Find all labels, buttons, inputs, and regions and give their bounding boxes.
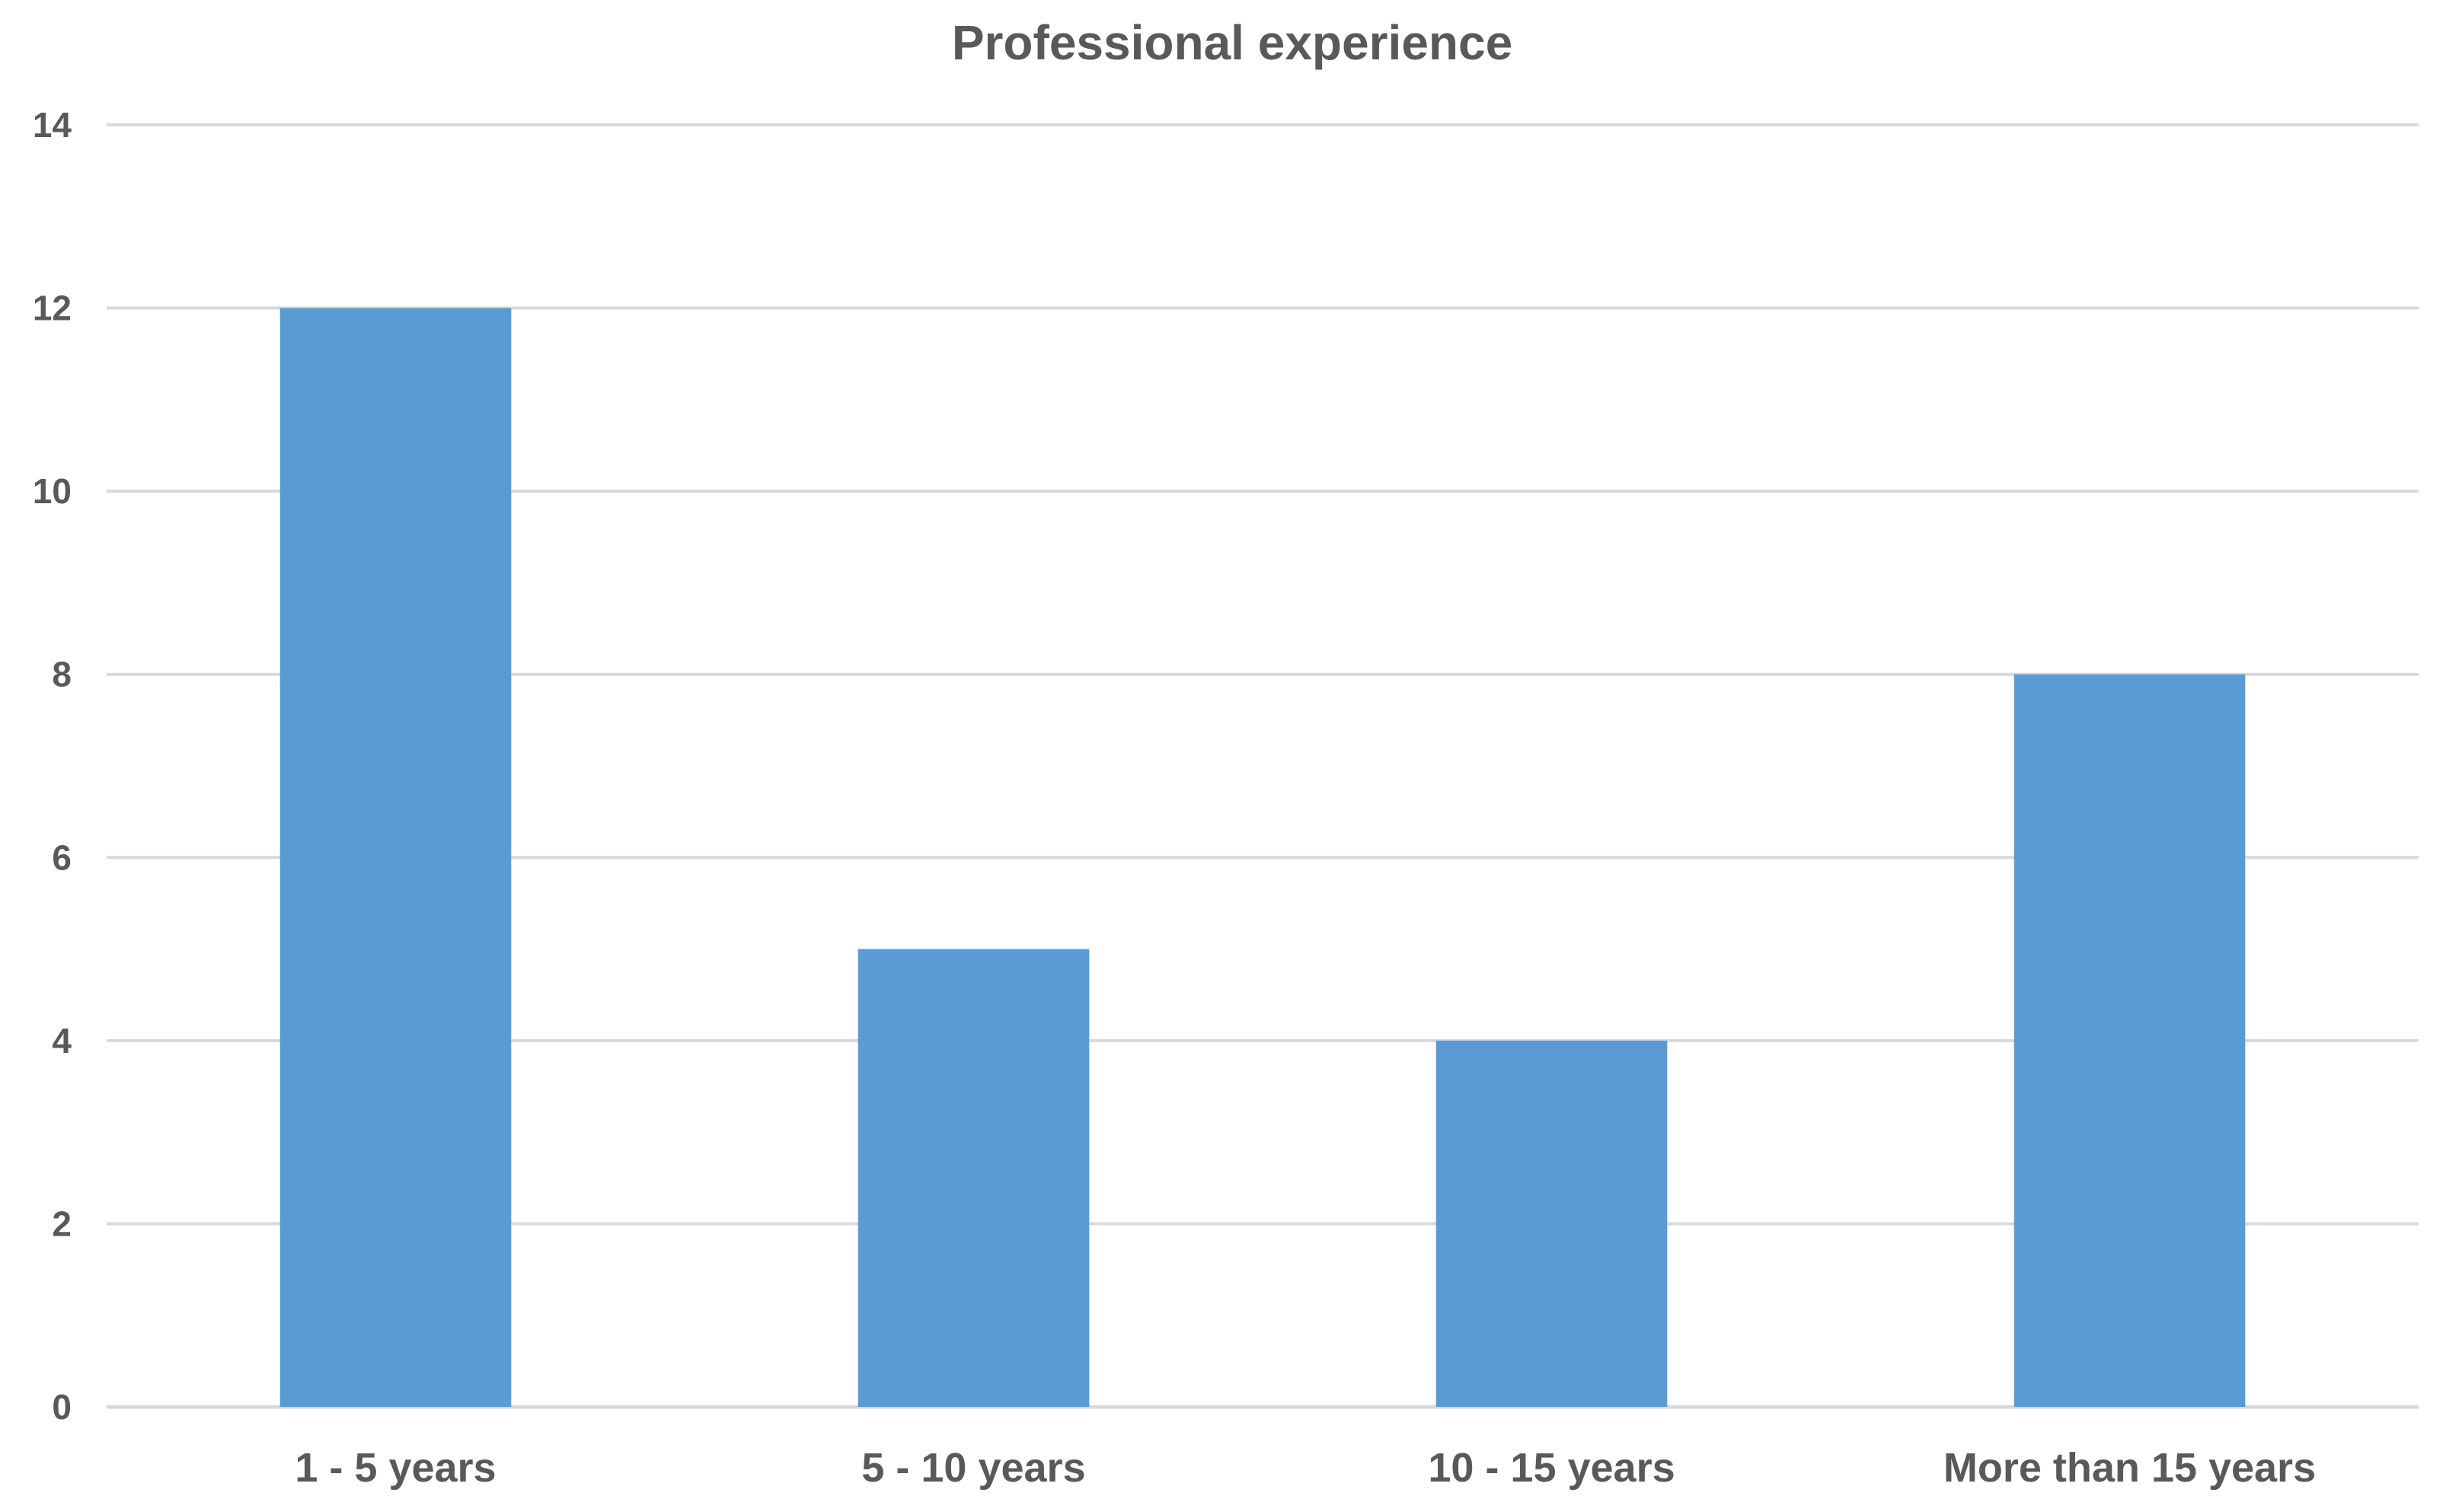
y-tick-label-0: 0: [52, 1387, 72, 1427]
x-category-label-10-15-years: 10 - 15 years: [1428, 1445, 1675, 1491]
x-axis-category-labels: 1 - 5 years 5 - 10 years 10 - 15 years More…: [295, 1445, 2316, 1491]
x-category-label-more-than-15-years: More than 15 years: [1943, 1445, 2316, 1491]
x-category-label-5-10-years: 5 - 10 years: [861, 1445, 1085, 1491]
y-tick-label-6: 6: [52, 837, 72, 877]
y-tick-label-8: 8: [52, 655, 72, 694]
y-tick-label-2: 2: [52, 1204, 72, 1243]
x-category-label-1-5-years: 1 - 5 years: [295, 1445, 496, 1491]
bar-more-than-15-years: [2013, 674, 2246, 1407]
bar-10-15-years: [1435, 1040, 1668, 1407]
bar-5-10-years: [857, 949, 1090, 1407]
y-axis-tick-labels: 0 2 4 6 8 10 12 14: [33, 105, 72, 1427]
y-tick-label-4: 4: [52, 1021, 72, 1061]
chart-title: Professional experience: [952, 15, 1512, 70]
y-tick-label-12: 12: [33, 289, 72, 328]
bar-1-5-years: [279, 308, 512, 1408]
y-tick-label-14: 14: [33, 105, 72, 145]
y-tick-label-10: 10: [33, 471, 72, 511]
bars: [279, 308, 2246, 1408]
